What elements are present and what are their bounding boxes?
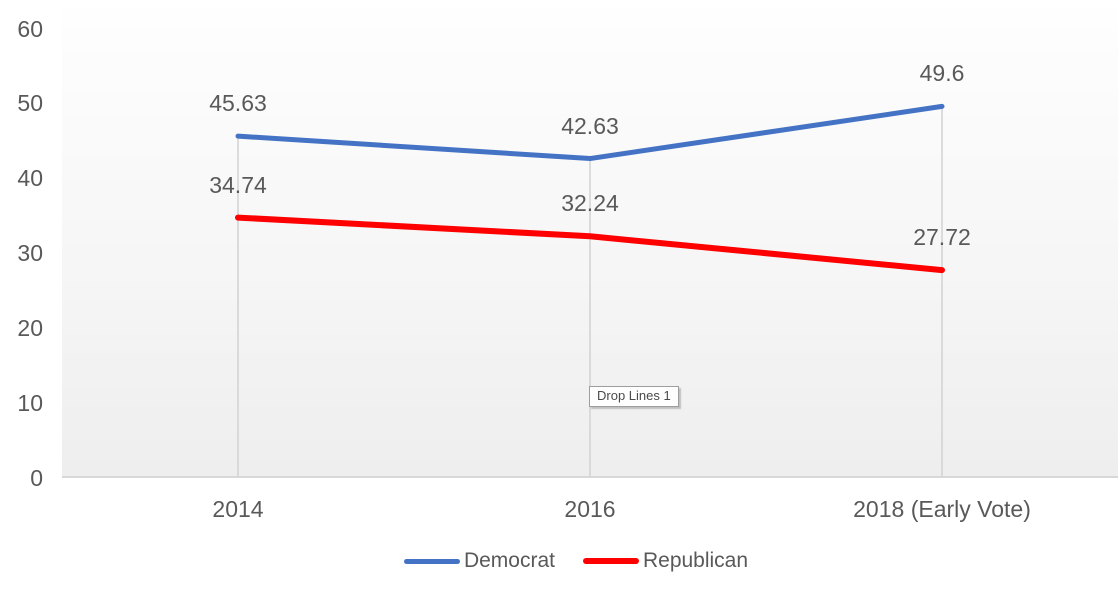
data-label-democrat[interactable]: 45.63 bbox=[209, 90, 267, 117]
legend-label: Republican bbox=[642, 549, 749, 572]
legend[interactable]: Democrat Republican bbox=[0, 549, 1118, 573]
y-axis-label[interactable]: 20 bbox=[17, 314, 43, 341]
data-label-republican[interactable]: 27.72 bbox=[913, 224, 971, 251]
legend-label: Democrat bbox=[463, 549, 555, 572]
y-axis-label[interactable]: 60 bbox=[17, 15, 43, 42]
data-label-democrat[interactable]: 49.6 bbox=[919, 60, 965, 87]
y-axis-label[interactable]: 10 bbox=[17, 389, 43, 416]
tooltip-text: Drop Lines 1 bbox=[597, 388, 671, 403]
y-axis-label[interactable]: 30 bbox=[17, 240, 43, 267]
y-axis-label[interactable]: 0 bbox=[30, 464, 43, 491]
y-axis-label[interactable]: 50 bbox=[17, 90, 43, 117]
series-line-democrat[interactable] bbox=[235, 103, 945, 162]
drop-lines-tooltip: Drop Lines 1 bbox=[589, 386, 679, 407]
x-axis-label[interactable]: 2014 bbox=[212, 496, 264, 522]
legend-item-republican[interactable]: Republican bbox=[582, 549, 749, 573]
legend-marker-republican bbox=[582, 558, 639, 564]
legend-item-democrat[interactable]: Democrat bbox=[403, 549, 555, 573]
x-axis-label[interactable]: 2018 (Early Vote) bbox=[853, 496, 1031, 522]
data-label-democrat[interactable]: 42.63 bbox=[561, 112, 619, 139]
y-axis-label[interactable]: 40 bbox=[17, 165, 43, 192]
data-label-republican[interactable]: 34.74 bbox=[209, 171, 267, 198]
legend-marker-democrat bbox=[403, 558, 460, 564]
data-label-republican[interactable]: 32.24 bbox=[561, 190, 619, 217]
x-axis-label[interactable]: 2016 bbox=[564, 496, 616, 522]
series-line-republican[interactable] bbox=[235, 214, 945, 274]
